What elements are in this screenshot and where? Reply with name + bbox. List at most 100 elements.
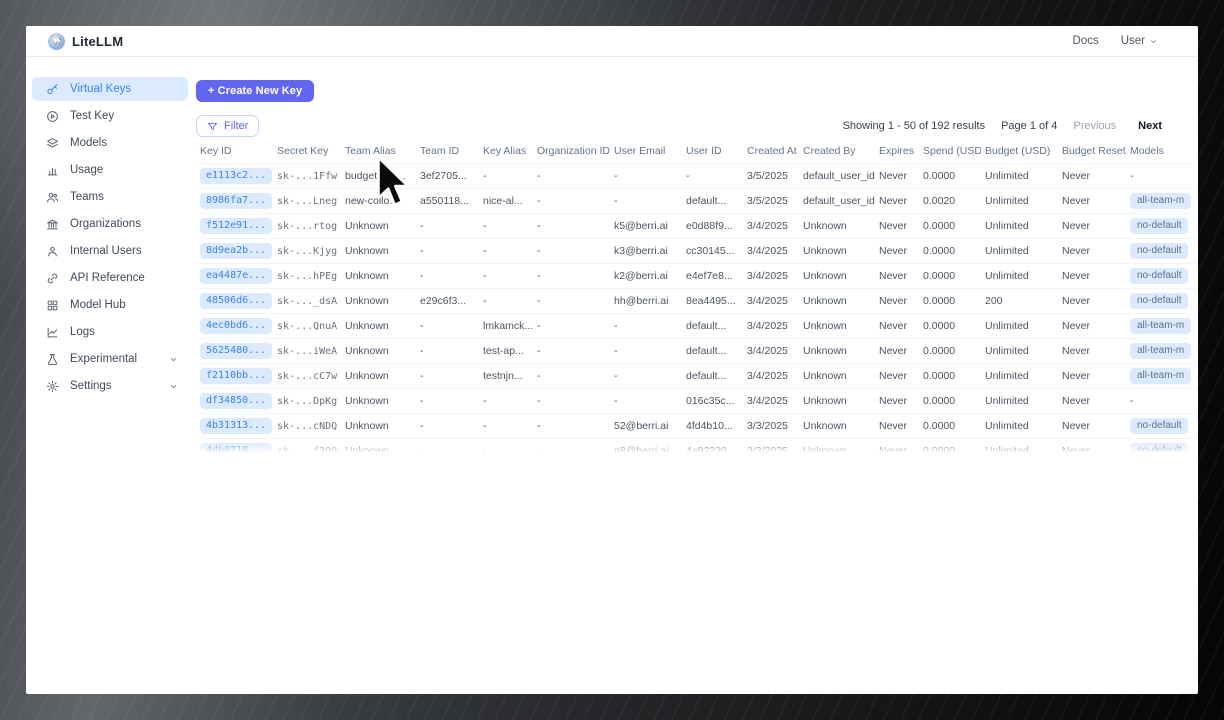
key-id-pill[interactable]: 8d9ea2b... xyxy=(200,243,273,259)
column-header-spend-usd-: Spend (USD) xyxy=(923,145,981,157)
cell-user-id: default... xyxy=(682,313,743,339)
cell-models: - xyxy=(1126,163,1196,189)
key-id-pill[interactable]: e1113c2... xyxy=(200,168,273,184)
bar-chart-icon xyxy=(47,167,58,175)
sidebar-item-test-key[interactable]: Test Key xyxy=(32,104,188,128)
table-row: df34850... sk-...DpKg Unknown - - - -016c35c..… xyxy=(196,388,1196,414)
cell-user-id: default... xyxy=(682,338,743,364)
cell-team-id: - xyxy=(416,213,479,239)
cell-expires: Never xyxy=(875,238,919,264)
sidebar-item-models[interactable]: Models xyxy=(32,131,188,155)
next-page-button[interactable]: Next xyxy=(1138,120,1162,132)
key-id-pill[interactable]: f512e91... xyxy=(200,218,273,234)
cell-created-at: 3/4/2025 xyxy=(743,338,799,364)
key-id-pill[interactable]: 4db0218... xyxy=(200,443,273,454)
cell-spend: 0.0020 xyxy=(919,188,981,214)
column-header-models: Models xyxy=(1130,145,1164,157)
virtual-keys-table: Key ID Secret Key Team Alias Team ID Key Ali… xyxy=(196,143,1196,454)
cell-spend: 0.0000 xyxy=(919,338,981,364)
cell-created-at: 3/4/2025 xyxy=(743,388,799,414)
cell-expires: Never xyxy=(875,188,919,214)
sidebar-item-api-reference[interactable]: API Reference xyxy=(32,266,188,290)
cell-created-at: 3/4/2025 xyxy=(743,288,799,314)
sidebar-item-label: Experimental xyxy=(70,353,138,365)
docs-link[interactable]: Docs xyxy=(1072,35,1099,47)
cell-team-alias: Unknown xyxy=(341,238,416,264)
cell-budget: Unlimited xyxy=(981,263,1058,289)
cell-organization-id: - xyxy=(533,288,610,314)
cell-models: no-default xyxy=(1126,213,1196,239)
cell-organization-id: - xyxy=(533,363,610,389)
cell-user-id: 8ea4495... xyxy=(682,288,743,314)
cell-organization-id: - xyxy=(533,263,610,289)
key-id-pill[interactable]: 4ec0bd6... xyxy=(200,318,273,334)
teams-icon xyxy=(47,192,59,202)
cell-created-by: default_user_id xyxy=(799,188,875,214)
models-badge: no-default xyxy=(1130,443,1189,454)
cell-expires: Never xyxy=(875,263,919,289)
sidebar-item-virtual-keys[interactable]: Virtual Keys xyxy=(32,77,188,101)
sidebar-item-usage[interactable]: Usage xyxy=(32,158,188,182)
key-id-pill[interactable]: 4b31313... xyxy=(200,418,273,434)
cell-expires: Never xyxy=(875,363,919,389)
cell-created-by: Unknown xyxy=(799,363,875,389)
cell-budget-reset: Never xyxy=(1058,363,1126,389)
cell-organization-id: - xyxy=(533,388,610,414)
sidebar-item-experimental[interactable]: Experimental xyxy=(32,347,188,371)
cell-budget: 200 xyxy=(981,288,1058,314)
cell-team-id: 3ef2705... xyxy=(416,163,479,189)
table-row: 8d9ea2b... sk-...Kjyg Unknown - - - k3@berri.a… xyxy=(196,238,1196,264)
cell-created-by: Unknown xyxy=(799,313,875,339)
cell-key-alias: - xyxy=(479,238,533,264)
cell-key-alias: nice-al... xyxy=(479,188,533,214)
filter-button[interactable]: Filter xyxy=(196,115,260,137)
cell-models: all-team-m xyxy=(1126,338,1196,364)
cell-budget-reset: Never xyxy=(1058,238,1126,264)
cell-user-email: - xyxy=(610,363,682,389)
cell-key-alias: - xyxy=(479,413,533,439)
cell-spend: 0.0000 xyxy=(919,363,981,389)
sidebar-item-internal-users[interactable]: Internal Users xyxy=(32,239,188,263)
cell-models: no-default xyxy=(1126,438,1196,454)
cell-secret-key: sk-...cC7w xyxy=(273,363,341,389)
key-id-pill[interactable]: 48506d6... xyxy=(200,293,273,309)
cell-team-alias: Unknown xyxy=(341,263,416,289)
key-id-pill[interactable]: df34850... xyxy=(200,393,273,409)
keys-table-container: Key ID Secret Key Team Alias Team ID Key Ali… xyxy=(196,143,1198,454)
cell-key-id: e1113c2... xyxy=(196,163,273,189)
cell-expires: Never xyxy=(875,413,919,439)
cell-key-id: 48506d6... xyxy=(196,288,273,314)
cell-created-at: 3/5/2025 xyxy=(743,188,799,214)
cell-models: no-default xyxy=(1126,238,1196,264)
table-row: 4b31313... sk-...cNDQ Unknown - - -52@berri.a… xyxy=(196,413,1196,439)
key-id-pill[interactable]: f2110bb... xyxy=(200,368,273,384)
sidebar-item-settings[interactable]: Settings xyxy=(32,374,188,398)
models-badge: all-team-m xyxy=(1130,318,1192,334)
previous-page-button[interactable]: Previous xyxy=(1073,120,1117,132)
cell-user-id: default... xyxy=(682,363,743,389)
top-nav: Docs User xyxy=(1073,35,1158,47)
cell-secret-key: sk-...iWeA xyxy=(273,338,341,364)
create-new-key-button[interactable]: + Create New Key xyxy=(196,80,315,102)
sidebar-item-organizations[interactable]: Organizations xyxy=(32,212,188,236)
cell-team-id: - xyxy=(416,238,479,264)
cell-budget-reset: Never xyxy=(1058,288,1126,314)
user-menu[interactable]: User xyxy=(1121,35,1158,47)
funnel-icon xyxy=(207,122,218,130)
sidebar-item-teams[interactable]: Teams xyxy=(32,185,188,209)
sidebar-item-label: Logs xyxy=(70,326,95,338)
cell-spend: 0.0000 xyxy=(919,313,981,339)
models-badge: all-team-m xyxy=(1130,368,1192,384)
sidebar-item-logs[interactable]: Logs xyxy=(32,320,188,344)
sidebar-item-model-hub[interactable]: Model Hub xyxy=(32,293,188,317)
sidebar-item-label: Models xyxy=(70,137,108,149)
column-header-team-alias: Team Alias xyxy=(345,145,396,157)
cell-budget-reset: Never xyxy=(1058,438,1126,454)
cell-expires: Never xyxy=(875,313,919,339)
cell-user-email: n8@berri.ai xyxy=(610,438,682,454)
key-id-pill[interactable]: 5625480... xyxy=(200,343,273,359)
key-id-pill[interactable]: ea4487e... xyxy=(200,268,273,284)
key-id-pill[interactable]: 8986fa7... xyxy=(200,193,273,209)
cell-team-alias: budget_tes... xyxy=(341,163,416,189)
table-controls: Filter Showing 1 - 50 of 192 results Pag… xyxy=(196,115,1198,137)
